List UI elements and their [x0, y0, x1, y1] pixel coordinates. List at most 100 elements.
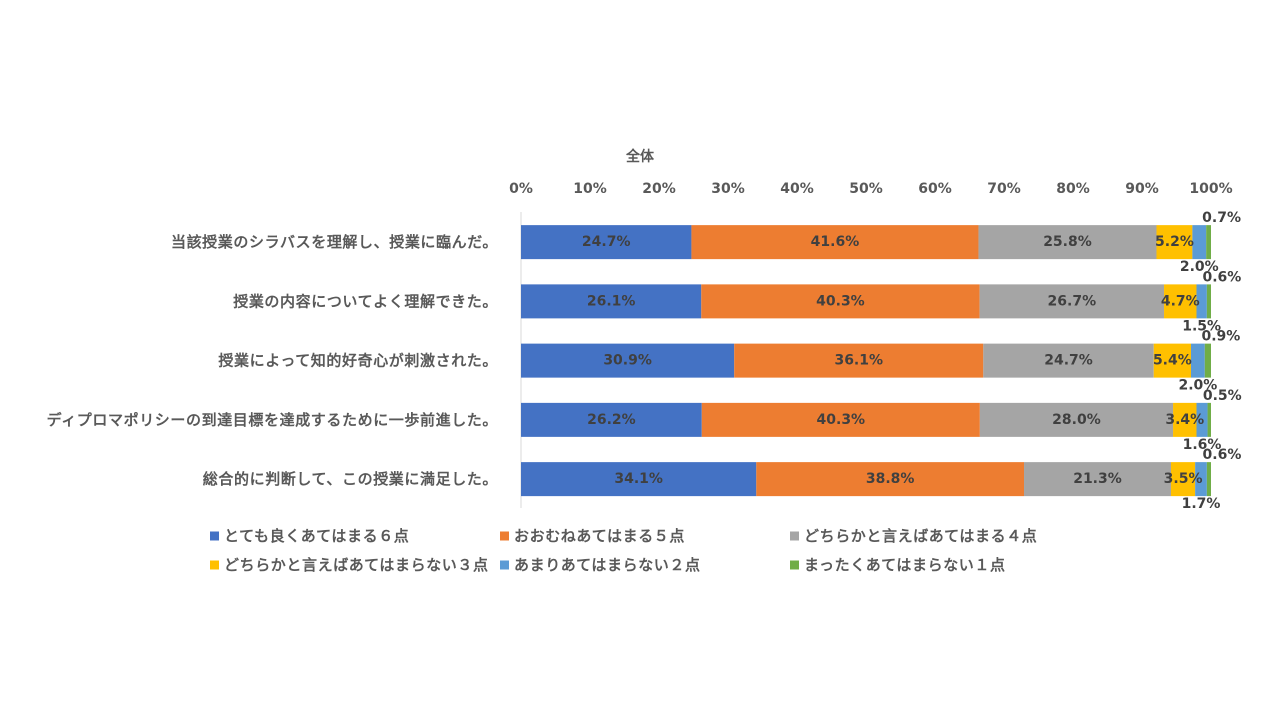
data-label: 2.0% [1180, 259, 1219, 275]
bar-segment [979, 284, 1165, 319]
x-tick-label: 0% [509, 181, 533, 197]
data-label: 0.7% [1202, 210, 1241, 226]
legend-swatch [790, 560, 799, 570]
data-label: 5.2% [1155, 234, 1194, 250]
data-label: 3.4% [1165, 412, 1204, 428]
x-tick-label: 100% [1189, 181, 1232, 197]
data-labels: 24.7% 41.6% 25.8% 5.2% 2.0% 0.7% 26.1% 40.3% 26.… [582, 210, 1242, 512]
bar-segment [521, 284, 702, 319]
x-tick-label: 80% [1056, 181, 1090, 197]
legend-label: おおむねあてはまる５点 [514, 527, 685, 545]
data-label: 36.1% [834, 353, 883, 369]
bar-segment [1195, 462, 1207, 497]
bar-segment [1207, 402, 1211, 437]
bar-segment [701, 402, 980, 437]
bar-segment [521, 402, 702, 437]
x-tick-label: 90% [1125, 181, 1159, 197]
data-label: 3.5% [1164, 471, 1203, 487]
bar-segment [1164, 284, 1197, 319]
legend-item: おおむねあてはまる５点 [500, 527, 685, 545]
bar-segment [734, 343, 984, 378]
data-label: 0.6% [1203, 447, 1242, 463]
bar-segment [1190, 343, 1205, 378]
data-label: 24.7% [582, 234, 631, 250]
bar-segment [1206, 462, 1211, 497]
legend-item: とても良くあてはまる６点 [210, 527, 409, 545]
category-label: 当該授業のシラバスを理解し、授業に臨んだ。 [171, 233, 498, 251]
legend-swatch [210, 531, 219, 541]
x-tick-label: 70% [987, 181, 1021, 197]
x-tick-label: 20% [642, 181, 676, 197]
legend-item: あまりあてはまらない２点 [500, 556, 701, 574]
data-label: 4.7% [1161, 293, 1200, 309]
bar-segment [521, 462, 757, 497]
data-label: 0.9% [1201, 329, 1240, 345]
data-label: 0.5% [1203, 388, 1242, 404]
category-label: 授業の内容についてよく理解できた。 [233, 292, 498, 310]
data-label: 40.3% [816, 293, 865, 309]
data-label: 1.7% [1182, 496, 1221, 512]
x-tick-label: 40% [780, 181, 814, 197]
data-label: 26.2% [587, 412, 636, 428]
data-label: 25.8% [1043, 234, 1092, 250]
data-label: 5.4% [1153, 353, 1192, 369]
data-label: 40.3% [817, 412, 866, 428]
bar-segment [1156, 225, 1193, 260]
data-label: 1.6% [1183, 437, 1222, 453]
legend: とても良くあてはまる６点 おおむねあてはまる５点 どちらかと言えばあてはまる４点どち… [210, 527, 1037, 574]
data-label: 34.1% [614, 471, 663, 487]
bar-segment [521, 343, 735, 378]
legend-item: まったくあてはまらない１点 [790, 556, 1006, 574]
category-axis-labels: 当該授業のシラバスを理解し、授業に臨んだ。授業の内容についてよく理解できた。授業… [47, 233, 498, 488]
data-label: 2.0% [1178, 378, 1217, 394]
data-label: 41.6% [811, 234, 860, 250]
data-label: 21.3% [1073, 471, 1122, 487]
category-label: ディプロマポリシーの到達目標を達成するために一歩前進した。 [47, 411, 498, 429]
data-label: 28.0% [1052, 412, 1101, 428]
data-label: 1.5% [1182, 318, 1221, 334]
bar-segment [691, 225, 979, 260]
legend-item: どちらかと言えばあてはまらない３点 [210, 556, 489, 574]
legend-label: とても良くあてはまる６点 [224, 527, 409, 545]
legend-label: あまりあてはまらない２点 [514, 556, 701, 574]
bar-segment [1204, 343, 1211, 378]
legend-label: どちらかと言えばあてはまらない３点 [224, 556, 489, 574]
x-axis-tick-labels: 0% 10% 20% 30% 40% 50% 60% 70% 80% 90% 100% [509, 181, 1233, 197]
x-tick-label: 50% [849, 181, 883, 197]
bar-segment [1206, 284, 1211, 319]
category-label: 授業によって知的好奇心が刺激された。 [218, 352, 498, 370]
bar-series [521, 225, 1211, 497]
bar-segment [979, 402, 1174, 437]
legend-swatch [210, 560, 219, 570]
bar-segment [978, 225, 1157, 260]
category-label: 総合的に判断して、この授業に満足した。 [203, 470, 498, 488]
x-tick-label: 10% [573, 181, 607, 197]
bar-segment [1192, 225, 1207, 260]
x-tick-label: 60% [918, 181, 952, 197]
chart-title: 全体 [625, 148, 655, 165]
legend-swatch [790, 531, 799, 541]
legend-item: どちらかと言えばあてはまる４点 [790, 527, 1037, 545]
bar-segment [756, 462, 1025, 497]
bar-segment [1173, 402, 1197, 437]
data-label: 30.9% [603, 353, 652, 369]
legend-swatch [500, 560, 509, 570]
data-label: 26.1% [587, 293, 636, 309]
data-label: 38.8% [866, 471, 915, 487]
legend-label: どちらかと言えばあてはまる４点 [804, 527, 1037, 545]
x-tick-label: 30% [711, 181, 745, 197]
bar-segment [1024, 462, 1171, 497]
bar-segment [701, 284, 980, 319]
bar-segment [1196, 284, 1207, 319]
bar-segment [521, 225, 692, 260]
data-label: 0.6% [1203, 269, 1242, 285]
data-label: 26.7% [1048, 293, 1097, 309]
bar-segment [983, 343, 1154, 378]
bar-segment [1153, 343, 1191, 378]
data-label: 24.7% [1044, 353, 1093, 369]
bar-segment [1206, 225, 1211, 260]
bar-segment [1196, 402, 1208, 437]
legend-label: まったくあてはまらない１点 [804, 556, 1006, 574]
